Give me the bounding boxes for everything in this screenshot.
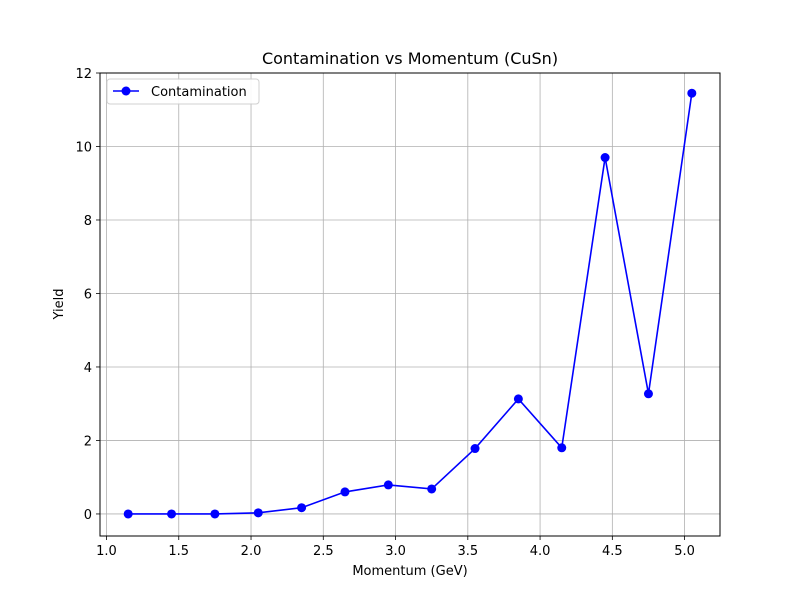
x-tick-label: 3.5 [457,544,478,559]
data-point [167,509,177,519]
y-tick-label: 10 [75,140,92,155]
y-tick-label: 2 [84,434,92,449]
x-tick-label: 4.0 [530,544,551,559]
x-tick-label: 1.5 [168,544,189,559]
y-tick-label: 6 [84,287,92,302]
data-point [253,508,263,518]
chart-title: Contamination vs Momentum (CuSn) [262,49,558,68]
x-axis-label: Momentum (GeV) [352,564,467,579]
y-axis-label: Yield [52,289,67,321]
data-point [210,509,220,519]
series-line-contamination [128,93,693,515]
x-tick-label: 2.0 [241,544,262,559]
data-point [427,484,437,494]
data-point [600,153,610,163]
y-tick-label: 4 [84,361,92,376]
x-tick-label: 5.0 [674,544,695,559]
data-point [557,443,567,453]
grid [100,72,720,536]
data-point [383,480,393,490]
data-point [470,444,480,454]
data-point [643,389,653,399]
data-point [340,487,350,497]
plot-frame [99,72,721,537]
series-layer [123,88,697,519]
data-point [297,503,307,513]
data-point [687,88,697,98]
y-tick-label: 12 [75,67,92,82]
x-tick-label: 2.5 [313,544,334,559]
legend-label-contamination: Contamination [151,85,247,100]
data-point [513,394,523,404]
x-tick-label: 1.0 [96,544,117,559]
legend-box [106,78,260,105]
x-axis-ticks: 1.0 1.5 2.0 2.5 3.0 3.5 4.0 4.5 5.0 [96,536,695,559]
x-tick-label: 4.5 [602,544,623,559]
legend: Contamination [106,78,260,105]
y-tick-label: 8 [84,214,92,229]
legend-marker-contamination [121,86,131,96]
y-axis-ticks: 0 2 4 6 8 10 12 [75,67,100,523]
data-point [123,509,133,519]
x-tick-label: 3.0 [385,544,406,559]
y-tick-label: 0 [84,508,92,523]
